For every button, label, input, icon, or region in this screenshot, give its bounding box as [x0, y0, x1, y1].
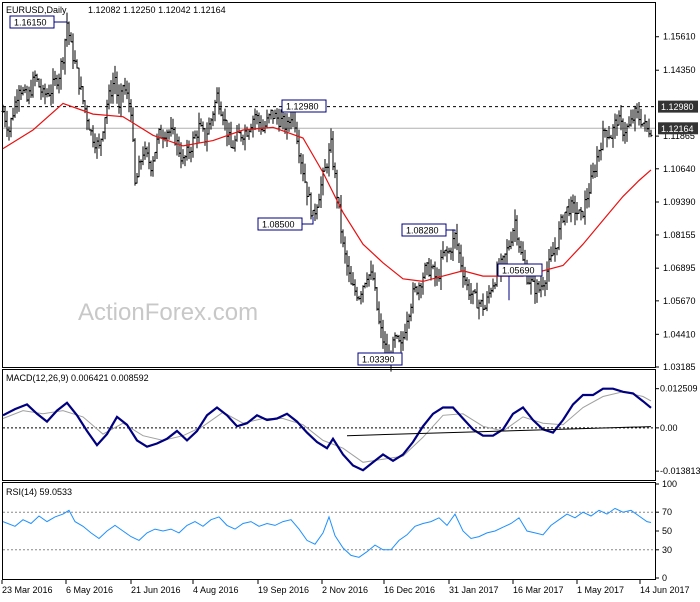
ohlc-label: 1.12082 1.12250 1.12042 1.12164 [88, 5, 226, 15]
x-tick-label: 1 May 2017 [577, 585, 624, 595]
symbol-label: EURUSD,Daily [6, 5, 67, 15]
price-y-tick-label: 1.03185 [663, 362, 696, 372]
price-y-tick-label: 1.14350 [663, 65, 696, 75]
watermark: ActionForex.com [78, 299, 258, 326]
annotation-label: 1.08280 [406, 226, 439, 236]
macd-title: MACD(12,26,9) 0.006421 0.008592 [6, 373, 149, 383]
price-y-tick-label: 1.06895 [663, 263, 696, 273]
price-y-tick-label: 1.09390 [663, 197, 696, 207]
x-tick-label: 2 Nov 2016 [322, 585, 368, 595]
price-y-tick-label: 1.15610 [663, 32, 696, 42]
level-tag-label: 1.12980 [661, 102, 694, 112]
annotation-label: 1.05690 [502, 266, 535, 276]
price-y-tick-label: 1.10640 [663, 164, 696, 174]
rsi-y-tick-label: 70 [662, 507, 672, 517]
macd-y-tick-label: 0.00 [660, 423, 678, 433]
x-tick-label: 23 Mar 2016 [2, 585, 53, 595]
rsi-y-tick-label: 100 [662, 479, 677, 489]
x-tick-label: 4 Aug 2016 [193, 585, 239, 595]
rsi-title: RSI(14) 59.0533 [6, 487, 72, 497]
annotation-label: 1.08500 [262, 220, 295, 230]
rsi-y-tick-label: 0 [662, 573, 667, 583]
rsi-y-tick-label: 50 [662, 526, 672, 536]
annotation-label: 1.16150 [14, 18, 47, 28]
x-tick-label: 6 May 2016 [66, 585, 113, 595]
x-tick-label: 16 Mar 2017 [513, 585, 564, 595]
price-annotation: 1.12980 [282, 100, 326, 112]
price-y-tick-label: 1.08155 [663, 230, 696, 240]
macd-y-tick-label: 0.012509 [660, 384, 698, 394]
price-y-tick-label: 1.05670 [663, 296, 696, 306]
price-y-tick-label: 1.04410 [663, 329, 696, 339]
x-tick-label: 19 Sep 2016 [258, 585, 309, 595]
x-tick-label: 14 Jun 2017 [640, 585, 690, 595]
price-annotation: 1.03390 [358, 353, 402, 365]
rsi-y-tick-label: 30 [662, 545, 672, 555]
annotation-label: 1.12980 [286, 102, 319, 112]
annotation-label: 1.03390 [362, 355, 395, 365]
level-tag-label: 1.12164 [661, 124, 694, 134]
x-tick-label: 21 Jun 2016 [131, 585, 181, 595]
x-tick-label: 16 Dec 2016 [384, 585, 435, 595]
macd-y-tick-label: -0.013813 [660, 466, 700, 476]
x-tick-label: 31 Jan 2017 [449, 585, 499, 595]
